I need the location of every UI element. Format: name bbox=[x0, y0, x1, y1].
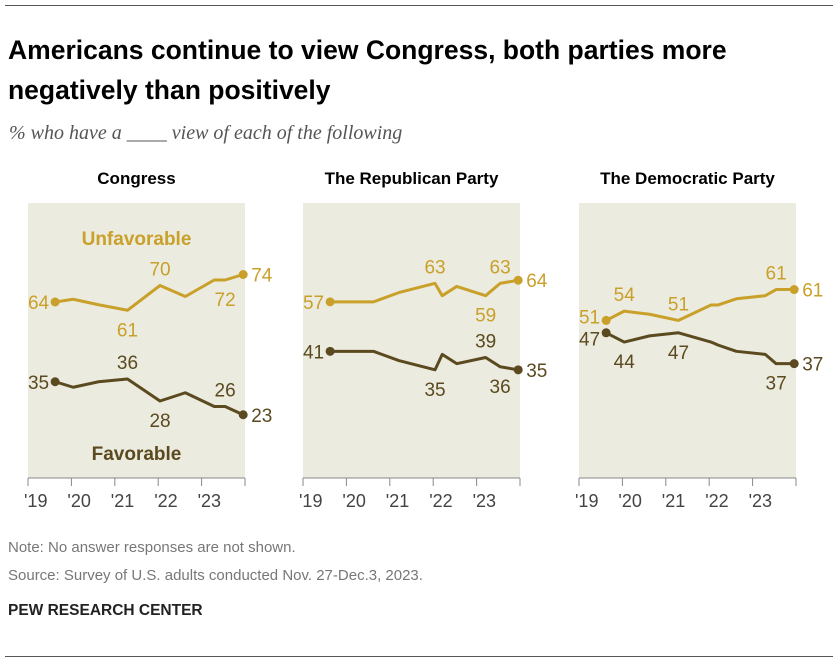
data-label: 28 bbox=[149, 411, 170, 432]
unfavorable-end-point bbox=[789, 285, 799, 295]
unfavorable-end-point bbox=[513, 275, 523, 285]
unfavorable-end-point bbox=[238, 270, 248, 279]
x-tick-label: '19 bbox=[24, 491, 47, 511]
favorable-line bbox=[54, 377, 244, 417]
data-label: 61 bbox=[802, 281, 823, 302]
data-label: 51 bbox=[668, 294, 689, 315]
data-label: 36 bbox=[490, 377, 511, 398]
data-label: 64 bbox=[526, 271, 548, 292]
note-text: Note: No answer responses are not shown. bbox=[8, 539, 296, 556]
x-tick-label: '23 bbox=[749, 491, 772, 511]
favorable-end-point bbox=[601, 328, 611, 338]
x-tick-label: '20 bbox=[67, 491, 90, 511]
data-label: 37 bbox=[802, 355, 823, 376]
panel-background bbox=[303, 203, 520, 478]
data-label: 23 bbox=[251, 406, 272, 427]
x-tick-label: '22 bbox=[705, 491, 728, 511]
data-label: 51 bbox=[579, 308, 600, 329]
charts-svg: Congress '19 '20 '21 '22 '23 64 61 70 72 74 Unfavor… bbox=[24, 169, 823, 511]
chart-title: Americans continue to view Congress, bot… bbox=[8, 35, 727, 105]
bottom-rule bbox=[5, 656, 833, 657]
chart-subtitle: % who have a ____ view of each of the fo… bbox=[9, 122, 403, 144]
data-label: 63 bbox=[490, 257, 511, 278]
x-tick-label: '23 bbox=[473, 491, 496, 511]
x-tick-label: '21 bbox=[386, 491, 409, 511]
favorable-line bbox=[330, 349, 519, 372]
data-label: 64 bbox=[28, 293, 50, 314]
data-label: 54 bbox=[614, 285, 636, 306]
data-label: 35 bbox=[28, 373, 49, 394]
data-label: 36 bbox=[117, 353, 138, 374]
unfavorable-line bbox=[54, 273, 244, 312]
data-label: 70 bbox=[149, 260, 170, 281]
data-label: 44 bbox=[614, 352, 636, 373]
favorable-end-point bbox=[325, 346, 335, 356]
unfavorable-end-point bbox=[50, 297, 60, 307]
data-label: 26 bbox=[215, 381, 236, 402]
unfavorable-line bbox=[330, 278, 519, 304]
unfavorable-line bbox=[605, 288, 795, 322]
data-label: 61 bbox=[766, 264, 787, 285]
x-tick-label: '20 bbox=[342, 491, 365, 511]
series-label-unfavorable: Unfavorable bbox=[82, 229, 192, 250]
panel-background bbox=[28, 203, 245, 478]
brand-logo-text: PEW RESEARCH CENTER bbox=[8, 602, 203, 619]
x-tick-label: '20 bbox=[618, 491, 641, 511]
panel-title: The Republican Party bbox=[325, 169, 499, 188]
data-label: 37 bbox=[766, 374, 787, 395]
top-rule bbox=[5, 5, 833, 6]
unfavorable-end-point bbox=[325, 297, 335, 307]
x-tick-label: '22 bbox=[154, 491, 177, 511]
data-label: 35 bbox=[526, 361, 547, 382]
x-tick-label: '23 bbox=[198, 491, 221, 511]
favorable-end-point bbox=[238, 410, 248, 420]
data-label: 61 bbox=[117, 320, 138, 341]
panel-background bbox=[579, 203, 796, 478]
data-label: 41 bbox=[303, 342, 324, 363]
series-label-favorable: Favorable bbox=[92, 444, 182, 465]
data-label: 47 bbox=[579, 330, 600, 351]
x-tick-label: '21 bbox=[662, 491, 685, 511]
data-label: 72 bbox=[215, 290, 236, 311]
data-label: 59 bbox=[475, 306, 496, 327]
data-label: 57 bbox=[303, 293, 324, 314]
unfavorable-end-point bbox=[601, 315, 611, 325]
data-label: 74 bbox=[251, 266, 273, 287]
panel-title: Congress bbox=[97, 169, 175, 188]
data-label: 63 bbox=[424, 257, 445, 278]
data-label: 35 bbox=[424, 380, 445, 401]
panel-title: The Democratic Party bbox=[600, 169, 775, 188]
data-label: 39 bbox=[475, 331, 496, 352]
favorable-end-point bbox=[50, 377, 60, 387]
source-text: Source: Survey of U.S. adults conducted … bbox=[8, 567, 423, 584]
x-tick-label: '19 bbox=[575, 491, 598, 511]
favorable-end-point bbox=[513, 365, 523, 375]
x-tick-label: '22 bbox=[429, 491, 452, 511]
favorable-end-point bbox=[789, 359, 799, 369]
x-tick-label: '19 bbox=[299, 491, 322, 511]
data-label: 47 bbox=[668, 343, 689, 364]
favorable-line bbox=[605, 331, 795, 366]
x-tick-label: '21 bbox=[111, 491, 134, 511]
